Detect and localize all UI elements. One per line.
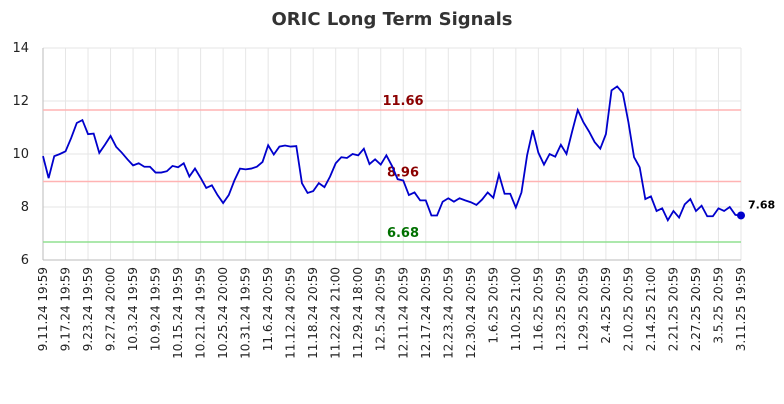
x-tick-label: 10.25.24 20:00 (216, 267, 230, 359)
x-tick-label: 9.23.24 19:59 (81, 267, 95, 351)
x-tick-label: 2.14.25 21:00 (644, 267, 658, 351)
x-tick-label: 9.27.24 20:00 (104, 267, 118, 351)
y-tick-label: 12 (12, 94, 29, 109)
last-point (737, 211, 745, 220)
x-tick-label: 2.21.25 20:59 (666, 267, 680, 351)
x-tick-label: 2.4.25 20:59 (599, 267, 613, 344)
y-tick-label: 6 (21, 253, 29, 268)
x-tick-label: 11.12.24 20:59 (284, 267, 298, 359)
x-tick-label: 12.23.24 20:59 (441, 267, 455, 359)
chart-title: ORIC Long Term Signals (272, 9, 513, 30)
y-tick-label: 14 (12, 41, 29, 56)
y-tick-label: 10 (12, 147, 29, 162)
x-tick-label: 11.18.24 20:59 (306, 267, 320, 359)
x-tick-label: 9.11.24 19:59 (36, 267, 50, 351)
x-tick-label: 1.29.25 20:59 (576, 267, 590, 351)
x-tick-label: 1.6.25 20:59 (486, 267, 500, 344)
price-line (42, 85, 742, 223)
x-tick-label: 9.17.24 19:59 (59, 267, 73, 351)
x-tick-label: 10.15.24 19:59 (171, 267, 185, 359)
x-tick-label: 11.29.24 18:00 (351, 267, 365, 359)
reference-label: 8.96 (387, 166, 419, 181)
x-tick-label: 3.11.25 19:59 (734, 267, 748, 351)
x-tick-label: 1.23.25 20:59 (554, 267, 568, 351)
x-tick-label: 10.21.24 19:59 (194, 267, 208, 359)
x-tick-label: 2.10.25 20:59 (621, 267, 635, 351)
last-value-label: 7.68 (748, 198, 775, 211)
x-tick-label: 12.5.24 20:59 (374, 267, 388, 351)
x-tick-label: 12.17.24 20:59 (419, 267, 433, 359)
x-tick-label: 10.3.24 19:59 (126, 267, 140, 351)
x-tick-label: 12.30.24 20:59 (464, 267, 478, 359)
x-tick-label: 10.31.24 19:59 (239, 267, 253, 359)
reference-label: 11.66 (382, 94, 423, 109)
y-tick-label: 8 (21, 200, 29, 215)
reference-label: 6.68 (387, 226, 419, 241)
x-tick-label: 10.9.24 19:59 (149, 267, 163, 351)
x-tick-label: 3.5.25 20:59 (711, 267, 725, 344)
x-tick-label: 1.16.25 20:59 (531, 267, 545, 351)
x-tick-label: 12.11.24 20:59 (396, 267, 410, 359)
x-tick-label: 11.6.24 20:59 (261, 267, 275, 351)
x-tick-label: 2.27.25 20:59 (689, 267, 703, 351)
x-tick-label: 11.22.24 21:00 (329, 267, 343, 359)
x-tick-label: 1.10.25 21:00 (509, 267, 523, 351)
